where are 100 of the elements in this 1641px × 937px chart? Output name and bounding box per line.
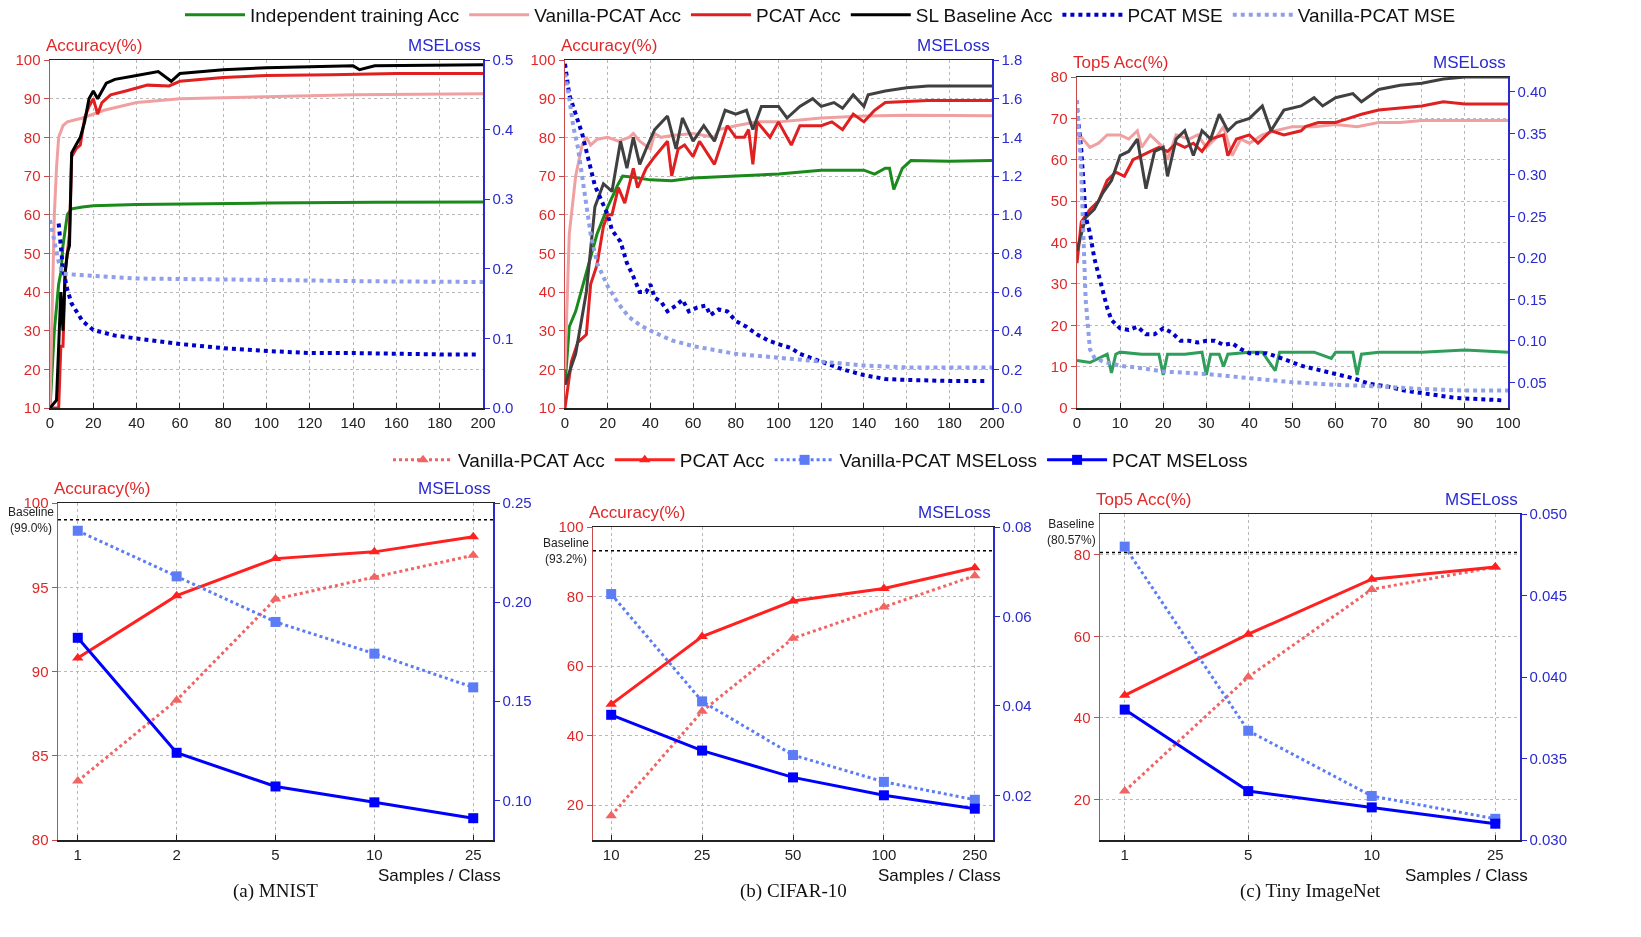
- y-tick-label: 20: [23, 360, 41, 378]
- y-tick-label: 40: [1050, 233, 1068, 251]
- x-tick-label: 20: [84, 413, 102, 431]
- x-tick-label: 100: [1495, 413, 1521, 431]
- text: (b) CIFAR-10: [740, 880, 847, 902]
- x-tick-label: 25: [1486, 845, 1504, 863]
- x-tick-label: 160: [894, 413, 920, 431]
- x-tick-label: 60: [1327, 413, 1344, 431]
- y-tick-label: 60: [538, 205, 556, 223]
- x-tick-label: 80: [727, 413, 745, 431]
- legend-label: PCAT MSE: [1127, 5, 1223, 27]
- x-axis-title: Samples / Class: [378, 866, 501, 885]
- legend-label: PCAT MSELoss: [1112, 450, 1248, 472]
- y-tick-label: 85: [31, 747, 49, 764]
- y-tick-label: 80: [31, 831, 49, 849]
- y-tick-label: 30: [23, 321, 41, 339]
- y-tick-label: 100: [15, 51, 41, 69]
- y2-tick-label: 0.35: [1517, 124, 1547, 142]
- x-tick-label: 80: [1413, 413, 1431, 431]
- point: [969, 562, 981, 571]
- y2-tick-label: 0.050: [1529, 505, 1568, 523]
- x-axis-title: Samples / Class: [878, 866, 1001, 885]
- line-series: [1077, 348, 1508, 377]
- point: [1366, 802, 1377, 813]
- y-tick-label: 40: [1073, 709, 1091, 726]
- y-axis-title: Accuracy(%): [54, 479, 151, 498]
- x-tick-label: 10: [602, 845, 620, 863]
- point: [1243, 786, 1254, 797]
- point: [878, 776, 889, 787]
- point: [171, 747, 182, 758]
- y2-tick-label: 0.040: [1529, 668, 1568, 686]
- y-tick-label: 60: [1073, 627, 1091, 645]
- x-tick-label: 90: [1456, 413, 1474, 431]
- y-tick-label: 100: [530, 51, 556, 69]
- y2-tick-label: 1.6: [1001, 89, 1023, 107]
- y2-tick-label: 0.035: [1529, 749, 1568, 767]
- point: [72, 525, 83, 536]
- y2-axis-title: MSELoss: [1433, 53, 1506, 72]
- y-tick-label: 50: [538, 244, 556, 262]
- y-axis-title: Accuracy(%): [46, 36, 143, 55]
- point: [1119, 704, 1130, 715]
- y2-tick-label: 0.25: [502, 494, 532, 512]
- y2-tick-label: 1.2: [1001, 167, 1023, 185]
- y-tick-label: 90: [23, 89, 41, 107]
- y2-tick-label: 1.4: [1001, 128, 1023, 146]
- y2-axis-title: MSELoss: [917, 36, 990, 55]
- x-tick-label: 100: [253, 413, 280, 431]
- y2-tick-label: 0.40: [1517, 83, 1547, 101]
- x-tick-label: 100: [765, 413, 792, 431]
- y-tick-label: 70: [538, 167, 556, 185]
- point: [171, 571, 182, 582]
- point: [1243, 725, 1254, 736]
- point: [969, 570, 981, 579]
- legend-label: SL Baseline Acc: [915, 5, 1053, 27]
- x-tick-label: 40: [642, 413, 659, 431]
- text: (a) MNIST: [233, 880, 319, 902]
- y-tick-label: 70: [1050, 109, 1068, 127]
- y-tick-label: 0: [1059, 399, 1068, 417]
- point: [969, 794, 980, 805]
- y-tick-label: 90: [31, 662, 49, 680]
- y2-tick-label: 0.06: [1002, 607, 1032, 625]
- y-tick-label: 20: [1073, 790, 1091, 808]
- y-tick-label: 30: [1050, 275, 1068, 293]
- y2-tick-label: 0.6: [1001, 283, 1023, 301]
- y-tick-label: 80: [1073, 546, 1091, 563]
- y-tick-label: 80: [566, 587, 584, 605]
- x-tick-label: 140: [340, 413, 366, 431]
- y-tick-label: 20: [1050, 316, 1068, 334]
- x-tick-label: 10: [1111, 413, 1129, 431]
- point: [369, 648, 380, 659]
- point: [72, 632, 83, 643]
- x-tick-label: 60: [171, 413, 189, 431]
- point: [697, 696, 708, 707]
- x-tick-label: 180: [427, 413, 453, 431]
- x-tick-label: 50: [784, 845, 802, 863]
- y-tick-label: 70: [23, 167, 41, 185]
- point: [369, 797, 380, 808]
- y-tick-label: 60: [23, 205, 41, 223]
- y2-tick-label: 0.4: [492, 120, 514, 138]
- point: [788, 772, 798, 783]
- point: [270, 781, 281, 792]
- point: [1119, 541, 1130, 552]
- y-tick-label: 80: [538, 128, 556, 146]
- y2-tick-label: 0.3: [492, 190, 514, 208]
- y-axis-title: Accuracy(%): [561, 36, 658, 55]
- x-tick-label: 25: [693, 845, 711, 863]
- x-tick-label: 20: [1154, 413, 1172, 431]
- y-axis-title: Accuracy(%): [589, 503, 686, 522]
- y2-tick-label: 0.2: [492, 260, 514, 278]
- x-tick-label: 180: [936, 413, 962, 431]
- y2-tick-label: 0.15: [1517, 290, 1547, 308]
- point: [878, 790, 889, 801]
- line-series: [1077, 77, 1508, 253]
- x-tick-label: 250: [962, 845, 988, 863]
- y2-tick-label: 0.10: [1517, 332, 1547, 350]
- x-tick-label: 20: [599, 413, 617, 431]
- point: [969, 803, 980, 814]
- x-tick-label: 160: [383, 413, 409, 431]
- x-tick-label: 120: [808, 413, 834, 431]
- point: [468, 682, 479, 693]
